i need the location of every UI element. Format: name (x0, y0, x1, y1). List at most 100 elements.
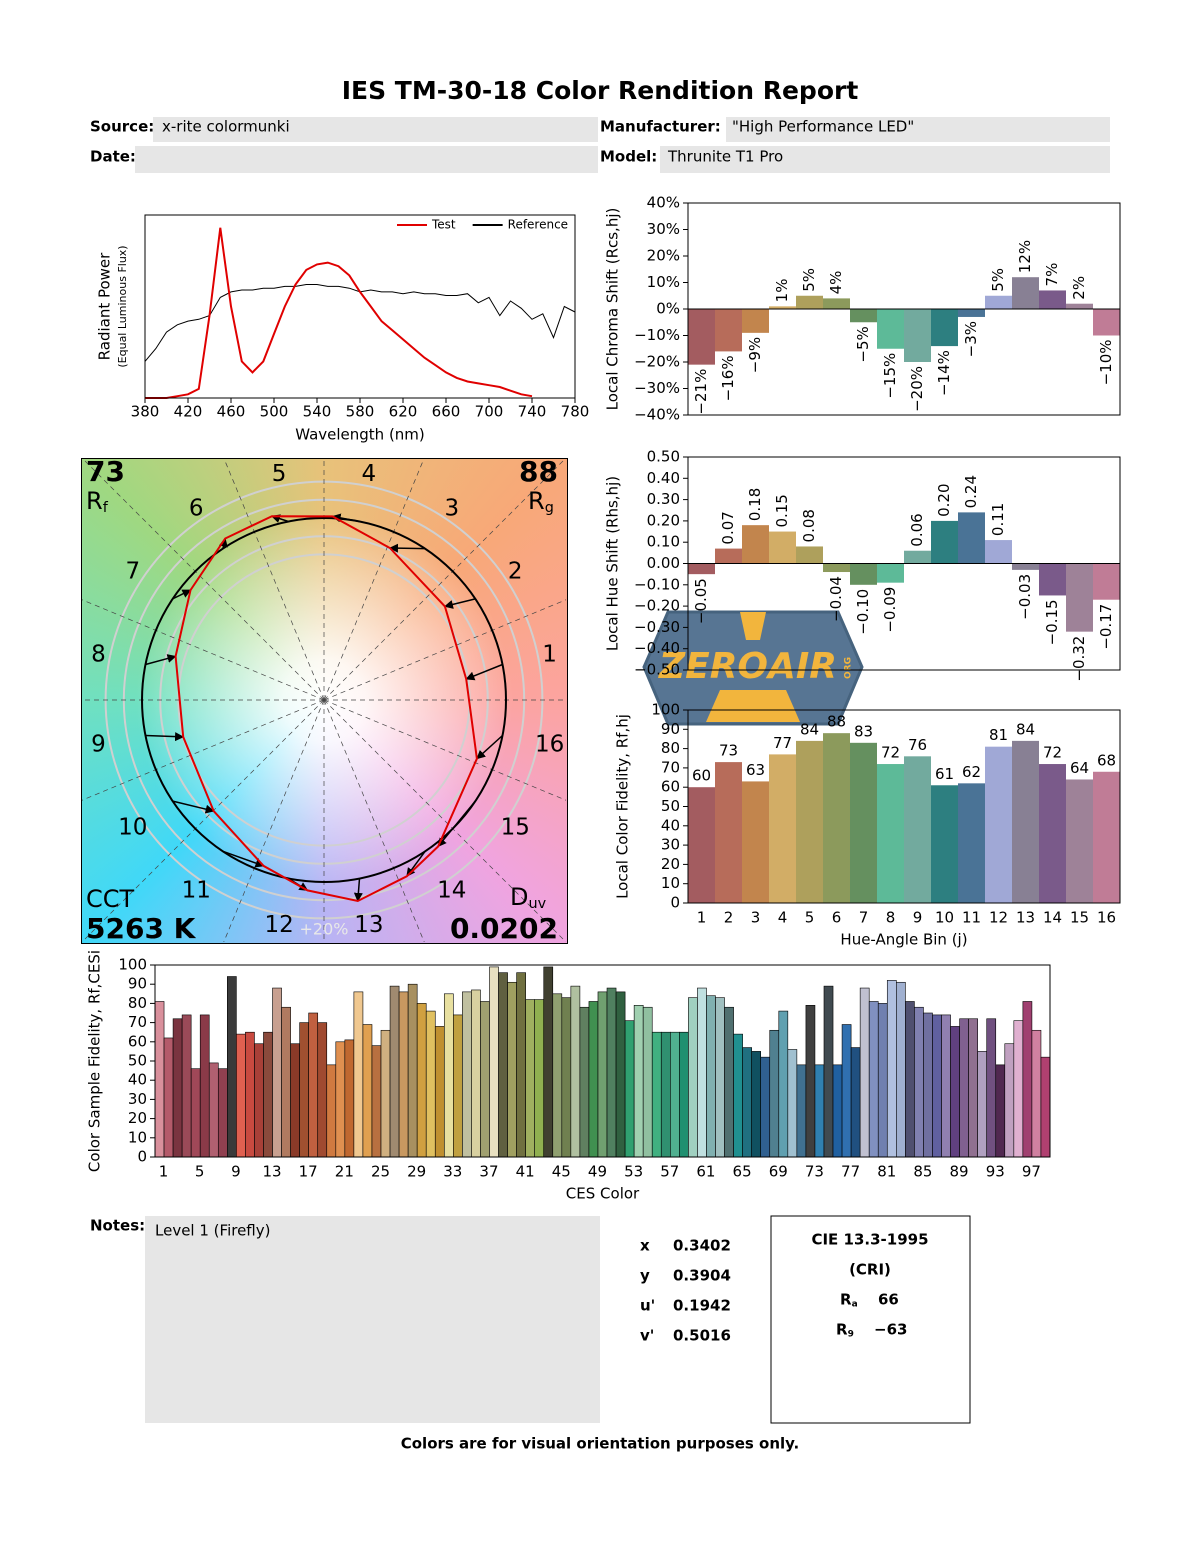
y-tick-label: 40 (128, 1071, 147, 1089)
data-label: 4% (827, 271, 845, 295)
data-label: 62 (962, 763, 981, 781)
bar (715, 997, 725, 1158)
x-tick-label: 1 (159, 1163, 169, 1181)
bar (877, 764, 904, 903)
y-tick-label: 0.50 (647, 448, 680, 466)
y-tick-label: 10 (661, 874, 680, 892)
bar (697, 987, 707, 1158)
bar (850, 1047, 861, 1158)
bar (245, 1031, 255, 1158)
x-tick-label: 25 (371, 1163, 390, 1181)
field-label: Model: (600, 148, 657, 166)
bar (489, 966, 499, 1158)
x-tick-label: 73 (805, 1163, 824, 1181)
bar (796, 740, 823, 903)
bin-boundary (82, 459, 325, 701)
bar (1093, 563, 1120, 600)
bar (1066, 779, 1093, 903)
y-tick-label: −20% (634, 353, 680, 371)
bar (985, 295, 1012, 309)
legend-label: Test (431, 218, 456, 232)
bar (904, 756, 931, 903)
y-tick-label: 40% (647, 194, 680, 212)
bar (660, 1031, 671, 1158)
y-tick-label: 20 (661, 855, 680, 873)
bar (733, 1033, 743, 1158)
shift-arrow (172, 589, 192, 600)
bar (814, 1064, 825, 1158)
bar (597, 991, 608, 1158)
bar (1012, 740, 1039, 903)
bar (642, 1006, 653, 1158)
x-axis-label: Hue-Angle Bin (j) (840, 931, 967, 949)
shift-arrow (476, 734, 504, 760)
y-axis-label: Local Color Fidelity, Rf,hj (614, 714, 632, 899)
bar (715, 762, 742, 903)
bin-boundary (323, 699, 425, 942)
data-label: 0.18 (746, 488, 764, 521)
bin-label: 1 (542, 642, 557, 668)
bar (841, 1024, 852, 1158)
x-tick-label: 65 (733, 1163, 752, 1181)
bar (724, 1006, 734, 1158)
notes-text: Level 1 (Firefly) (155, 1222, 270, 1240)
report-title: IES TM-30-18 Color Rendition Report (342, 76, 859, 105)
y-tick-label: 80 (661, 739, 680, 757)
bar (389, 985, 400, 1158)
chromaticity-value: 0.5016 (673, 1327, 731, 1345)
watermark-suffix: ORG (844, 657, 854, 679)
shift-arrow (437, 800, 476, 848)
cri-label: R9 (836, 1321, 854, 1340)
bar (371, 1045, 382, 1158)
bar (985, 540, 1012, 564)
y-tick-label: 60 (661, 778, 680, 796)
x-tick-label: 500 (260, 403, 289, 421)
bar (751, 1051, 762, 1158)
y-axis-note: (Equal Luminous Flux) (116, 245, 129, 367)
x-tick-label: 620 (389, 403, 418, 421)
bin-label: 3 (444, 495, 459, 521)
bar (236, 1033, 246, 1158)
bar (823, 985, 834, 1158)
bar (995, 1064, 1006, 1158)
bin-boundary (323, 599, 566, 701)
data-label: −9% (746, 337, 764, 373)
reference-circle (141, 517, 507, 883)
chromaticity-value: 0.3904 (673, 1267, 731, 1285)
data-label: 12% (1016, 240, 1034, 273)
data-label: 84 (800, 720, 819, 738)
bar (552, 993, 563, 1158)
y-tick-label: 10 (128, 1128, 147, 1146)
x-tick-label: 29 (407, 1163, 426, 1181)
bar (932, 1014, 942, 1158)
x-tick-label: 21 (335, 1163, 354, 1181)
x-tick-label: 57 (660, 1163, 679, 1181)
data-label: 60 (692, 767, 711, 785)
bar (877, 563, 904, 583)
bar (931, 309, 958, 347)
y-tick-label: 0.10 (647, 533, 680, 551)
data-label: 88 (827, 713, 846, 731)
bar (778, 1010, 789, 1158)
shift-arrow (145, 654, 177, 666)
bar (1066, 563, 1093, 632)
bar (507, 981, 517, 1158)
data-label: 84 (1016, 720, 1035, 738)
bin-boundary (323, 699, 566, 801)
data-label: −15% (881, 353, 899, 399)
x-tick-label: 1 (697, 909, 707, 927)
x-tick-label: 9 (913, 909, 923, 927)
bar (1012, 277, 1039, 309)
y-axis-label: Color Sample Fidelity, Rf,CESi (86, 950, 104, 1172)
y-tick-label: −0.20 (634, 597, 680, 615)
x-axis-label: Wavelength (nm) (295, 426, 425, 444)
y-tick-label: 90 (128, 975, 147, 993)
x-tick-label: 6 (832, 909, 842, 927)
bar (905, 1001, 915, 1158)
shift-arrow (443, 598, 476, 609)
x-tick-label: 16 (1097, 909, 1116, 927)
plot-frame (144, 214, 576, 399)
bar (715, 309, 742, 352)
bar (688, 997, 698, 1158)
data-label: 0.06 (908, 513, 926, 546)
